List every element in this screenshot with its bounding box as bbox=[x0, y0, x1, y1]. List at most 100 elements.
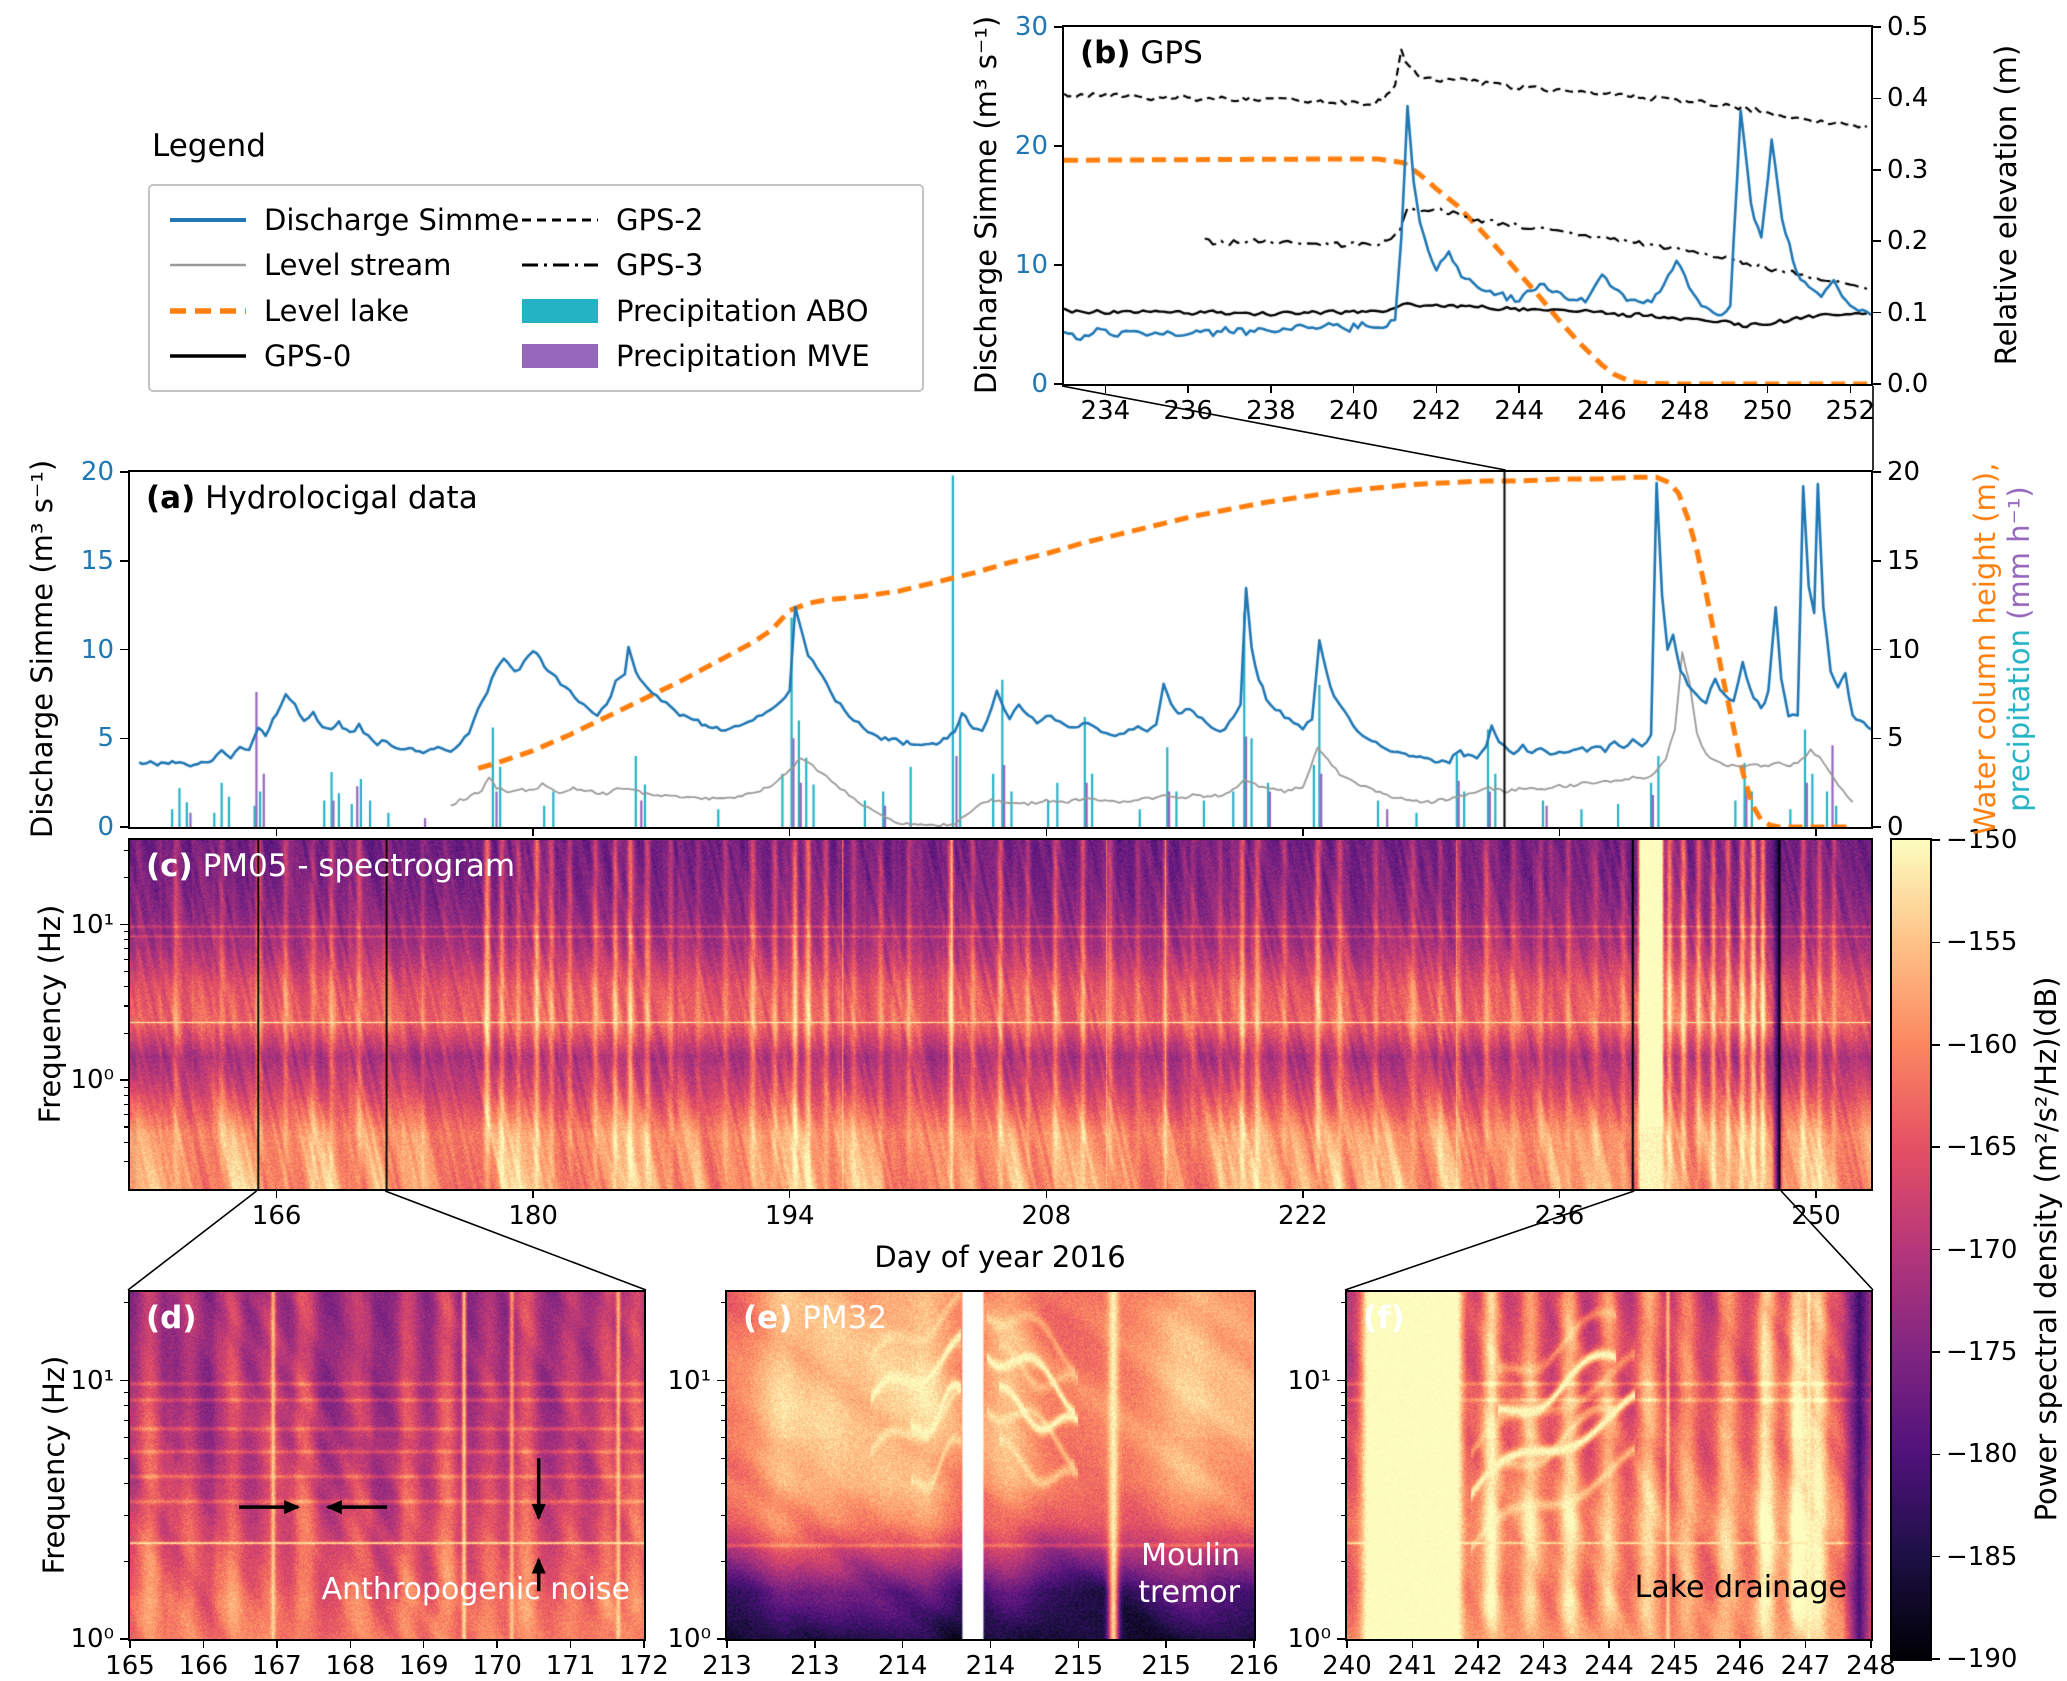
tick-label: 0.3 bbox=[1887, 154, 1929, 185]
legend-item-label: Level lake bbox=[264, 293, 410, 328]
tick-mark bbox=[1518, 386, 1520, 393]
legend-item: GPS-3 bbox=[520, 243, 900, 287]
tick-mark bbox=[1932, 1044, 1940, 1046]
tick-mark bbox=[120, 560, 128, 562]
tick-label: 10⁰ bbox=[70, 1624, 114, 1654]
tick-mark bbox=[124, 1086, 128, 1088]
tick-mark bbox=[1054, 383, 1062, 385]
panel-c-tag: (c) bbox=[146, 848, 193, 884]
tick-label: 5 bbox=[97, 723, 114, 754]
tick-mark bbox=[788, 1191, 791, 1198]
legend-item: Level lake bbox=[168, 289, 520, 333]
tick-mark bbox=[1739, 1641, 1741, 1648]
panel-f-canvas bbox=[1347, 1292, 1871, 1639]
tick-mark bbox=[124, 939, 128, 941]
colorbar-canvas bbox=[1892, 840, 1930, 1659]
tick-mark bbox=[124, 1515, 128, 1517]
legend-item: GPS-0 bbox=[168, 334, 520, 378]
panel-b-ylabel-left: Discharge Simme (m³ s⁻¹) bbox=[969, 15, 1003, 395]
tick-label: −185 bbox=[1946, 1541, 2018, 1572]
tick-mark bbox=[569, 1641, 572, 1648]
panel-a-ylabel-precip-units: (mm h⁻¹) bbox=[2002, 486, 2036, 620]
tick-label: 246 bbox=[1577, 396, 1627, 426]
tick-label: 215 bbox=[1141, 1651, 1191, 1681]
tick-label: 252 bbox=[1825, 396, 1876, 426]
panel-e-title: PM32 bbox=[792, 1300, 888, 1336]
tick-label: 167 bbox=[252, 1651, 302, 1681]
tick-mark bbox=[124, 958, 128, 960]
tick-mark bbox=[1346, 1641, 1348, 1648]
tick-mark bbox=[1054, 145, 1062, 147]
tick-mark bbox=[1815, 829, 1817, 836]
zoom-connector-line bbox=[1344, 1190, 1635, 1291]
legend-column-1: Discharge Simme Level stream Level lake … bbox=[168, 198, 520, 378]
tick-mark bbox=[1932, 1658, 1940, 1660]
tick-label: 10 bbox=[1014, 250, 1048, 280]
tick-label: −190 bbox=[1946, 1644, 2018, 1674]
tick-mark bbox=[1302, 1191, 1304, 1198]
tick-mark bbox=[1873, 648, 1881, 651]
tick-label: 10¹ bbox=[70, 1365, 114, 1396]
zoom-connector-line bbox=[127, 1190, 258, 1291]
legend-key-gps2-dashed-line-icon bbox=[522, 218, 598, 222]
tick-mark bbox=[275, 829, 278, 836]
tick-label: 214 bbox=[877, 1651, 928, 1681]
tick-mark bbox=[1270, 386, 1272, 393]
tick-label: 20 bbox=[80, 457, 114, 487]
panel-e-label: (e) PM32 bbox=[743, 1300, 887, 1336]
tick-mark bbox=[1684, 386, 1686, 393]
tick-mark bbox=[721, 1391, 725, 1393]
tick-label: 215 bbox=[1053, 1651, 1104, 1681]
tick-label: 0 bbox=[1887, 812, 1904, 842]
tick-mark bbox=[1873, 97, 1881, 100]
tick-mark bbox=[1341, 1560, 1345, 1562]
panel-e-tag: (e) bbox=[743, 1300, 793, 1336]
tick-label: 248 bbox=[1659, 396, 1710, 426]
tick-mark bbox=[1932, 1351, 1940, 1353]
tick-mark bbox=[124, 1437, 128, 1439]
tick-label: −155 bbox=[1946, 927, 2018, 958]
tick-label: 180 bbox=[508, 1201, 558, 1231]
panel-c-label: (c) PM05 - spectrogram bbox=[146, 848, 515, 884]
legend-key-precipitation-mve-patch-icon bbox=[522, 343, 598, 368]
tick-label: 0.5 bbox=[1887, 12, 1929, 42]
tick-label: 194 bbox=[764, 1201, 815, 1231]
tick-mark bbox=[1341, 1515, 1345, 1517]
tick-mark bbox=[124, 1032, 128, 1034]
tick-label: 171 bbox=[545, 1651, 596, 1681]
tick-label: 10¹ bbox=[70, 909, 114, 940]
legend-item: Precipitation ABO bbox=[520, 289, 900, 333]
tick-mark bbox=[1337, 1379, 1345, 1382]
tick-mark bbox=[1341, 1419, 1345, 1422]
tick-mark bbox=[721, 1404, 725, 1407]
tick-mark bbox=[1558, 829, 1561, 836]
panel-a-ylabel-precip: precipitation bbox=[2002, 629, 2036, 812]
tick-mark bbox=[1673, 1641, 1676, 1648]
tick-label: 15 bbox=[1887, 545, 1921, 576]
panel-e-pm32-moulin-tremor: (e) PM32 Moulin tremor 213 213 214 214 215 21… bbox=[667, 1290, 1279, 1681]
tick-mark bbox=[1435, 386, 1438, 393]
tick-mark bbox=[276, 1641, 278, 1648]
tick-mark bbox=[496, 1641, 498, 1648]
tick-label: 170 bbox=[472, 1651, 522, 1681]
tick-mark bbox=[124, 877, 128, 879]
tick-mark bbox=[1766, 386, 1769, 393]
tick-mark bbox=[120, 1379, 128, 1382]
tick-mark bbox=[124, 985, 128, 988]
legend-item: Level stream bbox=[168, 243, 520, 287]
legend-item: Discharge Simme bbox=[168, 198, 520, 242]
tick-mark bbox=[1870, 1641, 1872, 1648]
tick-label: 0 bbox=[97, 812, 114, 842]
tick-mark bbox=[1873, 560, 1881, 562]
tick-mark bbox=[129, 1641, 131, 1648]
tick-mark bbox=[124, 1391, 128, 1393]
tick-mark bbox=[788, 829, 791, 836]
tick-mark bbox=[1077, 1641, 1080, 1648]
tick-mark bbox=[1932, 1248, 1940, 1251]
panel-b-title: GPS bbox=[1130, 35, 1203, 71]
tick-mark bbox=[1045, 829, 1048, 836]
tick-label: 168 bbox=[325, 1651, 376, 1681]
tick-label: 30 bbox=[1014, 12, 1048, 42]
panel-a-label: (a) Hydrolocigal data bbox=[146, 480, 478, 516]
panel-c-title: PM05 - spectrogram bbox=[192, 848, 516, 884]
